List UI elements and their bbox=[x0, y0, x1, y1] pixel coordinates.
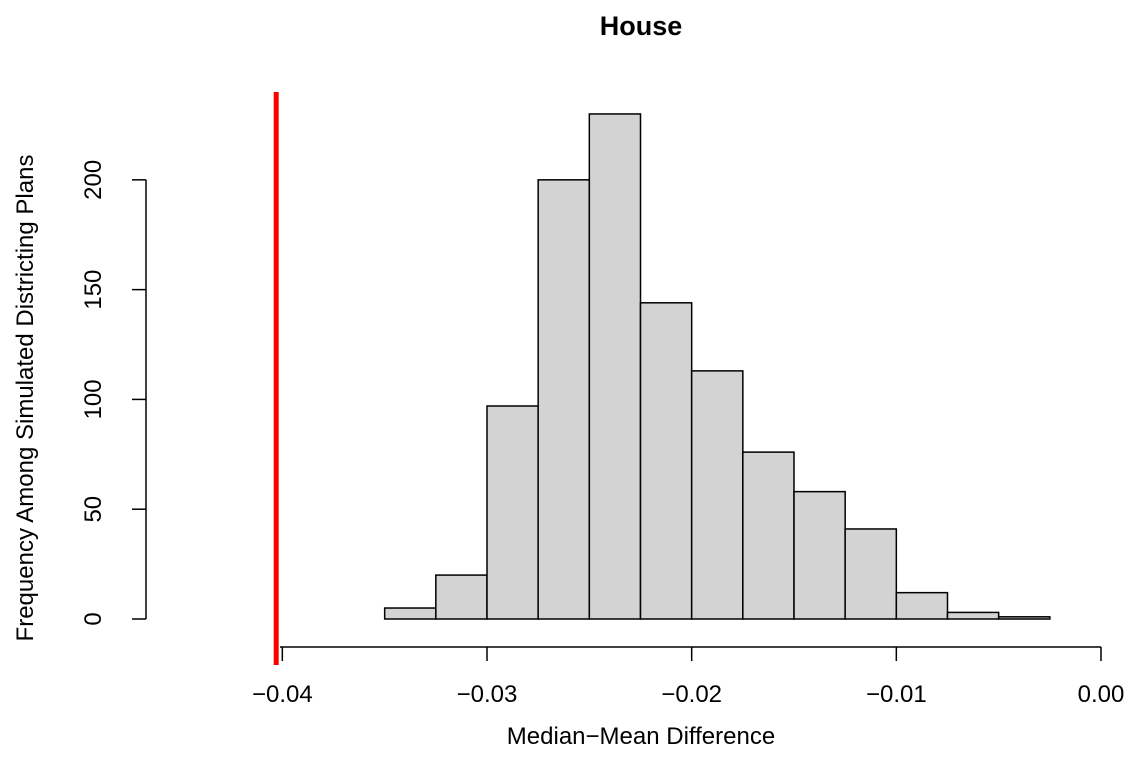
y-axis: 0 50 100 150 200 bbox=[80, 160, 147, 626]
x-tick-label: −0.02 bbox=[661, 681, 722, 708]
x-tick-label: 0.00 bbox=[1078, 681, 1125, 708]
x-axis: −0.04 −0.03 −0.02 −0.01 0.00 bbox=[252, 646, 1125, 708]
histogram-bar bbox=[435, 574, 488, 620]
histogram-bar bbox=[742, 451, 795, 620]
x-tick-label: −0.04 bbox=[252, 681, 313, 708]
histogram-bar bbox=[946, 611, 1000, 620]
x-axis-title: Median−Mean Difference bbox=[507, 723, 775, 750]
x-tick-label: −0.03 bbox=[457, 681, 518, 708]
histogram-bar bbox=[997, 616, 1051, 620]
y-tick-label: 50 bbox=[80, 496, 107, 523]
chart-title: House bbox=[600, 11, 683, 41]
histogram-bar bbox=[690, 370, 744, 620]
x-tick-label: −0.01 bbox=[866, 681, 927, 708]
histogram-bar bbox=[895, 591, 949, 620]
histogram-bar bbox=[588, 113, 642, 620]
histogram-bar bbox=[486, 405, 539, 620]
y-tick-label: 100 bbox=[80, 379, 107, 419]
y-tick-label: 150 bbox=[80, 270, 107, 310]
histogram-bar bbox=[639, 302, 693, 620]
histogram-bar bbox=[844, 528, 898, 620]
histogram-bar bbox=[383, 607, 437, 620]
y-axis-title: Frequency Among Simulated Districting Pl… bbox=[12, 155, 39, 642]
histogram-bar bbox=[537, 179, 591, 620]
histogram-bar bbox=[793, 490, 846, 620]
y-tick-label: 200 bbox=[80, 160, 107, 200]
bars-group bbox=[383, 113, 1051, 620]
y-tick-label: 0 bbox=[80, 612, 107, 625]
